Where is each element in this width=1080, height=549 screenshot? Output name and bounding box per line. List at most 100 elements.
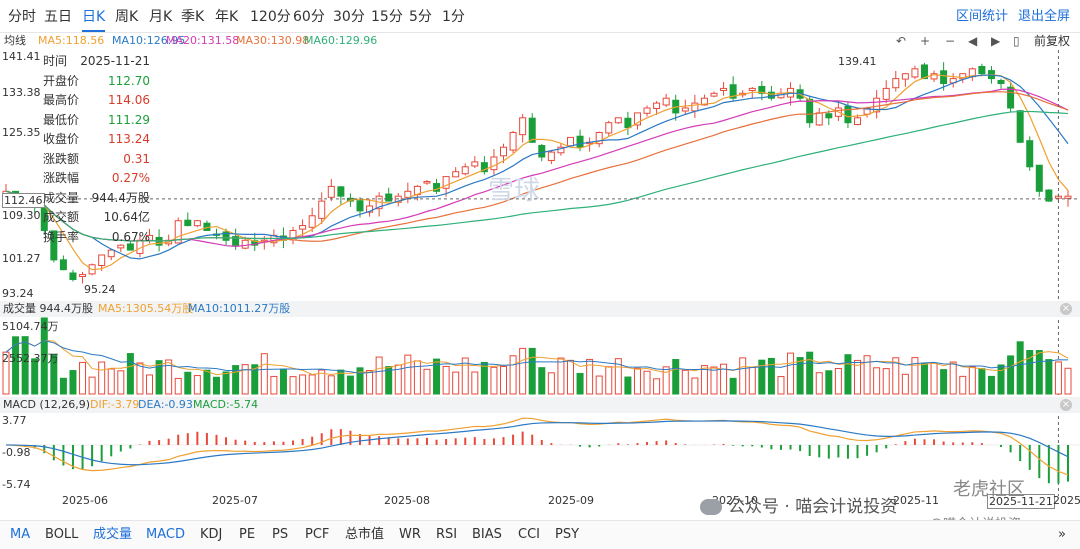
volume-bar <box>624 376 632 395</box>
indicator-tab[interactable]: 总市值 <box>345 527 385 542</box>
volume-bar <box>844 354 852 395</box>
ma30-legend: MA30:130.98 <box>236 34 310 47</box>
macd-value-legend: MACD:-5.74 <box>193 398 259 411</box>
zoom-in-icon[interactable]: + <box>920 34 931 48</box>
volume-bar <box>978 368 986 395</box>
volume-axis-label: 2552.37万 <box>2 352 59 365</box>
tab-period[interactable]: 日K <box>82 6 106 32</box>
volume-bar <box>691 377 699 395</box>
info-row: 收盘价 113.24 <box>40 130 152 150</box>
volume-bar <box>1045 359 1053 395</box>
tab-period[interactable]: 5分 <box>409 9 432 25</box>
tab-period[interactable]: 分时 <box>8 9 36 25</box>
info-value: 0.27% <box>111 171 150 185</box>
info-value: 0.67% <box>111 229 150 244</box>
candle-body <box>337 186 345 197</box>
info-label: 换手率 <box>43 229 80 244</box>
candle-body <box>643 107 651 114</box>
kline-chart[interactable] <box>0 0 1080 520</box>
indicator-tabs-bar: MA BOLL 成交量 MACD KDJ PE PS PCF 总市值 WR RSI BIAS CCI PS… <box>0 520 1080 549</box>
candle-body <box>854 117 862 126</box>
close-macd-icon[interactable]: × <box>1060 399 1072 411</box>
volume-bar <box>605 366 613 395</box>
tab-period[interactable]: 年K <box>215 9 239 25</box>
tab-period[interactable]: 季K <box>181 9 205 25</box>
ma60-legend: MA60:129.96 <box>304 34 378 47</box>
volume-bar <box>126 353 134 395</box>
tab-period[interactable]: 120分 <box>250 9 291 25</box>
indicator-tab[interactable]: PS <box>272 527 289 542</box>
volume-bar <box>31 358 39 395</box>
candle-body <box>59 259 67 271</box>
exit-fullscreen-button[interactable]: 退出全屏 <box>1018 9 1071 24</box>
ma-line <box>5 74 1069 260</box>
volume-bar <box>653 378 661 395</box>
indicator-tab[interactable]: PCF <box>305 527 330 542</box>
candle-body <box>1016 110 1024 143</box>
candle-body <box>366 205 374 213</box>
indicator-tab[interactable]: KDJ <box>200 527 223 542</box>
indicator-tab[interactable]: PE <box>239 527 256 542</box>
adjust-selector[interactable]: 前复权 <box>1034 34 1071 48</box>
indicator-tab[interactable]: BOLL <box>45 527 79 542</box>
x-axis-label: 2025-10 <box>712 494 758 507</box>
macd-dea-line <box>5 420 1069 466</box>
tab-period[interactable]: 1分 <box>442 9 465 25</box>
volume-bar <box>566 359 574 395</box>
volume-bar <box>528 347 536 395</box>
tab-period[interactable]: 15分 <box>371 9 403 25</box>
volume-bar <box>796 357 804 395</box>
volume-bar <box>279 368 287 395</box>
x-axis-label: 2025-11 <box>893 494 939 507</box>
volume-bar <box>337 369 345 395</box>
macd-dif-legend: DIF:-3.79 <box>90 398 140 411</box>
candle-info-panel: 时间 2025-11-21 开盘价 112.70 最高价 114.06 最低价 111.29 收… <box>40 52 152 247</box>
tab-period[interactable]: 30分 <box>333 9 365 25</box>
indicator-tab[interactable]: CCI <box>518 527 540 542</box>
range-stat-button[interactable]: 区间统计 <box>956 9 1009 24</box>
pan-right-icon[interactable]: ▶ <box>991 34 1001 48</box>
volume-ma-line <box>5 339 1069 376</box>
indicator-tab[interactable]: PSY <box>555 527 580 542</box>
indicator-tab[interactable]: WR <box>399 527 421 542</box>
volume-bar <box>79 361 87 395</box>
x-axis-label: 2025-06 <box>62 494 108 507</box>
candle-body <box>260 239 268 243</box>
indicator-tab[interactable]: BIAS <box>472 527 502 542</box>
volume-bar <box>892 357 900 395</box>
zoom-out-icon[interactable]: − <box>945 34 956 48</box>
volume-ma-line <box>5 339 1069 374</box>
volume-bar <box>920 363 928 395</box>
pan-left-icon[interactable]: ◀ <box>968 34 978 48</box>
volume-bar <box>423 368 431 395</box>
undo-icon[interactable]: ↶ <box>896 34 907 48</box>
tab-period[interactable]: 月K <box>149 9 173 25</box>
tab-period[interactable]: 60分 <box>293 9 325 25</box>
volume-bar <box>155 360 163 395</box>
indicator-tab[interactable]: RSI <box>436 527 458 542</box>
candle-body <box>471 161 479 167</box>
tab-period[interactable]: 周K <box>115 9 139 25</box>
volume-bar <box>203 369 211 395</box>
info-row: 成交量 944.4万股 <box>40 189 152 209</box>
tab-period[interactable]: 五日 <box>44 9 72 25</box>
candle-body <box>107 249 115 258</box>
candle-body <box>825 113 833 119</box>
candle-body <box>758 85 766 94</box>
indicator-tab[interactable]: 成交量 <box>93 527 133 542</box>
more-indicators-icon[interactable]: » <box>1058 527 1066 542</box>
info-value: 2025-11-21 <box>80 54 150 68</box>
candle-body <box>815 112 823 126</box>
indicator-tab[interactable]: MA <box>10 527 31 542</box>
info-row: 成交额 10.64亿 <box>40 208 152 228</box>
candle-body <box>480 162 488 173</box>
volume-bar <box>987 375 995 395</box>
volume-bar <box>385 366 393 395</box>
volume-bar <box>117 370 125 395</box>
collapse-icon[interactable]: ▯ <box>1013 34 1020 48</box>
info-row: 涨跌额 0.31 <box>40 150 152 170</box>
price-axis-label: 101.27 <box>2 252 41 265</box>
wechat-watermark: 公众号 · 喵会计说投资 <box>700 492 897 517</box>
close-volume-icon[interactable]: × <box>1060 303 1072 315</box>
indicator-tab[interactable]: MACD <box>146 527 185 542</box>
